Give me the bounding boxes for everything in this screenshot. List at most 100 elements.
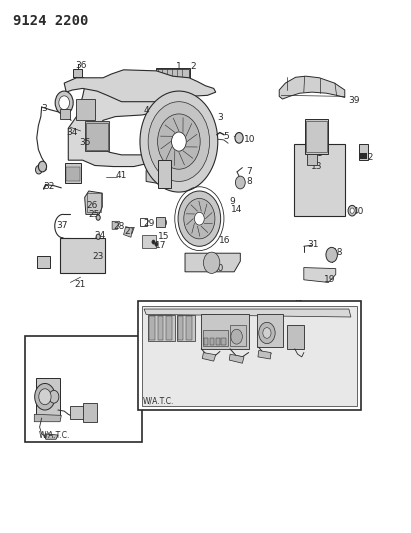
Text: 11: 11 xyxy=(312,149,324,158)
Bar xyxy=(222,338,226,345)
Bar xyxy=(257,314,283,348)
Bar xyxy=(178,317,183,340)
Bar xyxy=(177,316,195,341)
Text: 32: 32 xyxy=(43,182,55,191)
Text: 20: 20 xyxy=(212,264,224,272)
Bar xyxy=(210,338,214,345)
Polygon shape xyxy=(34,414,61,422)
Text: 9124 2200: 9124 2200 xyxy=(13,14,88,28)
Circle shape xyxy=(49,390,59,403)
Bar xyxy=(230,325,246,346)
Bar xyxy=(201,314,249,349)
Bar xyxy=(157,160,171,188)
Circle shape xyxy=(263,328,271,338)
Bar xyxy=(142,235,156,248)
Circle shape xyxy=(157,114,200,169)
Polygon shape xyxy=(144,309,351,317)
Text: 29: 29 xyxy=(143,219,154,228)
Circle shape xyxy=(171,132,186,151)
Bar xyxy=(155,68,190,86)
Bar xyxy=(155,216,164,227)
Polygon shape xyxy=(185,253,240,272)
Bar xyxy=(60,238,105,273)
Text: 8: 8 xyxy=(247,177,252,186)
Bar xyxy=(293,144,345,216)
Circle shape xyxy=(259,322,275,344)
Circle shape xyxy=(326,247,337,262)
Text: 17: 17 xyxy=(155,241,166,251)
Polygon shape xyxy=(202,353,216,361)
Text: 14: 14 xyxy=(231,205,242,214)
Circle shape xyxy=(184,198,215,239)
Bar xyxy=(149,317,155,340)
Polygon shape xyxy=(68,87,158,166)
Circle shape xyxy=(350,208,354,213)
Text: 45: 45 xyxy=(181,372,192,381)
Circle shape xyxy=(152,240,155,244)
Bar xyxy=(156,69,189,85)
Text: 2: 2 xyxy=(190,62,196,70)
Bar xyxy=(360,154,367,159)
Bar xyxy=(140,217,147,226)
Bar xyxy=(216,338,220,345)
Text: 18: 18 xyxy=(332,248,343,257)
Text: 5: 5 xyxy=(223,132,229,141)
Bar xyxy=(166,317,171,340)
Bar xyxy=(65,163,81,183)
Text: 43: 43 xyxy=(305,386,316,395)
Circle shape xyxy=(59,96,69,110)
Text: 41: 41 xyxy=(116,171,127,180)
Text: 21: 21 xyxy=(74,280,86,289)
Circle shape xyxy=(348,205,356,216)
Circle shape xyxy=(35,383,55,410)
Bar xyxy=(86,123,108,150)
Polygon shape xyxy=(146,163,166,184)
Circle shape xyxy=(235,133,243,143)
Bar xyxy=(359,144,368,160)
Text: 28: 28 xyxy=(113,222,125,231)
Circle shape xyxy=(194,212,204,225)
Text: 3: 3 xyxy=(41,104,46,113)
Bar xyxy=(60,109,70,119)
Text: 42: 42 xyxy=(51,355,62,364)
Text: W/A.T.C.: W/A.T.C. xyxy=(38,431,70,440)
Text: 9: 9 xyxy=(229,197,235,206)
Circle shape xyxy=(148,102,210,181)
Text: 31: 31 xyxy=(307,240,319,249)
Circle shape xyxy=(236,176,245,189)
Polygon shape xyxy=(85,191,102,214)
Text: 26: 26 xyxy=(87,201,98,211)
Bar xyxy=(76,99,95,120)
Text: 42: 42 xyxy=(293,300,304,309)
Circle shape xyxy=(231,329,242,344)
Bar xyxy=(66,166,80,181)
Circle shape xyxy=(203,252,220,273)
Bar xyxy=(157,317,163,340)
Text: 15: 15 xyxy=(157,232,169,241)
Text: 12: 12 xyxy=(363,153,374,162)
Text: 4: 4 xyxy=(143,106,149,115)
Text: 33: 33 xyxy=(36,164,47,173)
Text: W/A.T.C.: W/A.T.C. xyxy=(201,398,238,407)
Polygon shape xyxy=(124,227,133,237)
Bar xyxy=(87,193,101,212)
Text: 37: 37 xyxy=(56,221,68,230)
Circle shape xyxy=(96,215,100,220)
Circle shape xyxy=(96,234,100,239)
Bar xyxy=(73,69,82,77)
Bar xyxy=(186,317,192,340)
Text: 27: 27 xyxy=(124,227,135,236)
Text: 40: 40 xyxy=(352,207,364,216)
Bar xyxy=(142,306,357,406)
Circle shape xyxy=(55,91,73,115)
Text: W/A.T.C.: W/A.T.C. xyxy=(39,427,76,436)
Polygon shape xyxy=(279,76,345,99)
Text: 16: 16 xyxy=(219,236,231,245)
Text: W/A.T.C.: W/A.T.C. xyxy=(143,397,175,406)
Polygon shape xyxy=(64,70,216,102)
Bar xyxy=(83,403,97,422)
Bar xyxy=(25,336,142,442)
Text: 38: 38 xyxy=(67,172,78,181)
Text: 34: 34 xyxy=(67,128,78,137)
Bar xyxy=(85,122,109,151)
